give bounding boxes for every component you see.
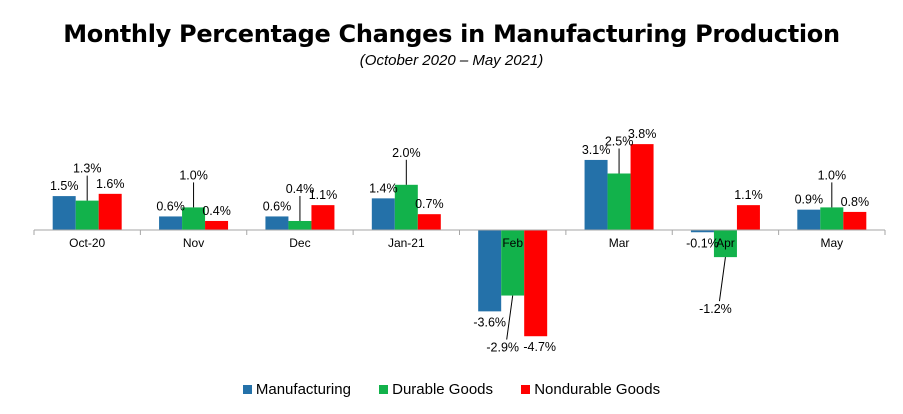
bar-nondurable-goods-oct-20 (98, 193, 122, 230)
data-label-durable-goods-may: 1.0% (818, 168, 847, 182)
bar-durable-goods-feb (501, 230, 525, 296)
bar-manufacturing-nov (159, 216, 183, 230)
bar-manufacturing-mar (584, 159, 608, 230)
data-label-manufacturing-jan-21: 1.4% (369, 181, 398, 195)
data-label-durable-goods-jan-21: 2.0% (392, 146, 421, 160)
data-label-durable-goods-nov: 1.0% (179, 168, 208, 182)
legend-swatch-durable-goods (379, 385, 389, 394)
bar-manufacturing-feb (478, 230, 502, 312)
data-label-manufacturing-feb: -3.6% (473, 315, 506, 329)
bar-manufacturing-may (797, 209, 821, 230)
x-tick-label-dec: Dec (289, 236, 310, 250)
data-label-durable-goods-mar: 2.5% (605, 135, 634, 149)
chart-subtitle: (October 2020 – May 2021) (359, 52, 544, 69)
bar-nondurable-goods-nov (205, 220, 229, 230)
legend-label-durable-goods: Durable Goods (392, 381, 494, 398)
data-label-nondurable-goods-oct-20: 1.6% (96, 177, 125, 191)
data-label-durable-goods-oct-20: 1.3% (73, 162, 102, 176)
bar-durable-goods-mar (607, 173, 631, 230)
legend-item-nondurable-goods: Nondurable Goods (521, 381, 660, 398)
data-label-nondurable-goods-apr: 1.1% (734, 188, 763, 202)
data-label-durable-goods-apr: -1.2% (699, 302, 732, 316)
data-label-nondurable-goods-feb: -4.7% (523, 340, 556, 354)
bar-manufacturing-jan-21 (371, 198, 395, 230)
data-label-durable-goods-feb: -2.9% (486, 341, 519, 355)
x-tick-label-mar: Mar (609, 236, 630, 250)
x-tick-label-jan-21: Jan-21 (388, 236, 425, 250)
x-tick-label-may: May (820, 236, 843, 250)
bar-durable-goods-nov (182, 207, 206, 230)
bar-durable-goods-jan-21 (394, 184, 418, 230)
bar-durable-goods-dec (288, 220, 312, 230)
bar-durable-goods-oct-20 (75, 200, 99, 230)
legend-swatch-manufacturing (242, 385, 252, 394)
bar-nondurable-goods-dec (311, 205, 335, 230)
x-tick-label-oct-20: Oct-20 (69, 236, 105, 250)
bar-nondurable-goods-feb (524, 230, 548, 337)
data-label-nondurable-goods-jan-21: 0.7% (415, 197, 444, 211)
bar-manufacturing-dec (265, 216, 289, 230)
data-label-manufacturing-oct-20: 1.5% (50, 179, 79, 193)
data-label-nondurable-goods-may: 0.8% (841, 195, 870, 209)
leader-line-durable-goods-feb (506, 295, 514, 340)
bar-manufacturing-oct-20 (52, 196, 76, 230)
x-tick-label-apr: Apr (716, 236, 735, 250)
data-label-manufacturing-dec: 0.6% (263, 199, 292, 213)
bar-nondurable-goods-jan-21 (417, 214, 441, 230)
legend-item-manufacturing: Manufacturing (242, 381, 351, 398)
legend-swatch-nondurable-goods (521, 385, 531, 394)
chart-title: Monthly Percentage Changes in Manufactur… (63, 20, 840, 48)
data-label-manufacturing-nov: 0.6% (156, 199, 185, 213)
legend-label-manufacturing: Manufacturing (255, 381, 351, 398)
bar-durable-goods-may (820, 207, 844, 230)
bar-manufacturing-apr (690, 230, 714, 233)
x-tick-label-feb: Feb (502, 236, 523, 250)
data-label-durable-goods-dec: 0.4% (286, 182, 315, 196)
legend: Manufacturing Durable Goods Nondurable G… (0, 381, 903, 398)
bar-nondurable-goods-may (843, 211, 867, 230)
data-label-manufacturing-apr: -0.1% (686, 236, 719, 250)
bar-nondurable-goods-mar (630, 144, 654, 230)
bar-nondurable-goods-apr (736, 205, 760, 230)
data-label-nondurable-goods-dec: 1.1% (309, 188, 338, 202)
legend-item-durable-goods: Durable Goods (379, 381, 493, 398)
data-label-manufacturing-may: 0.9% (795, 193, 824, 207)
data-label-nondurable-goods-mar: 3.8% (628, 127, 657, 141)
bar-durable-goods-apr (713, 230, 737, 258)
x-tick-label-nov: Nov (183, 236, 204, 250)
legend-label-nondurable-goods: Nondurable Goods (534, 381, 661, 398)
data-label-manufacturing-mar: 3.1% (582, 143, 611, 157)
leader-line-durable-goods-apr (718, 257, 726, 302)
data-label-nondurable-goods-nov: 0.4% (202, 204, 231, 218)
